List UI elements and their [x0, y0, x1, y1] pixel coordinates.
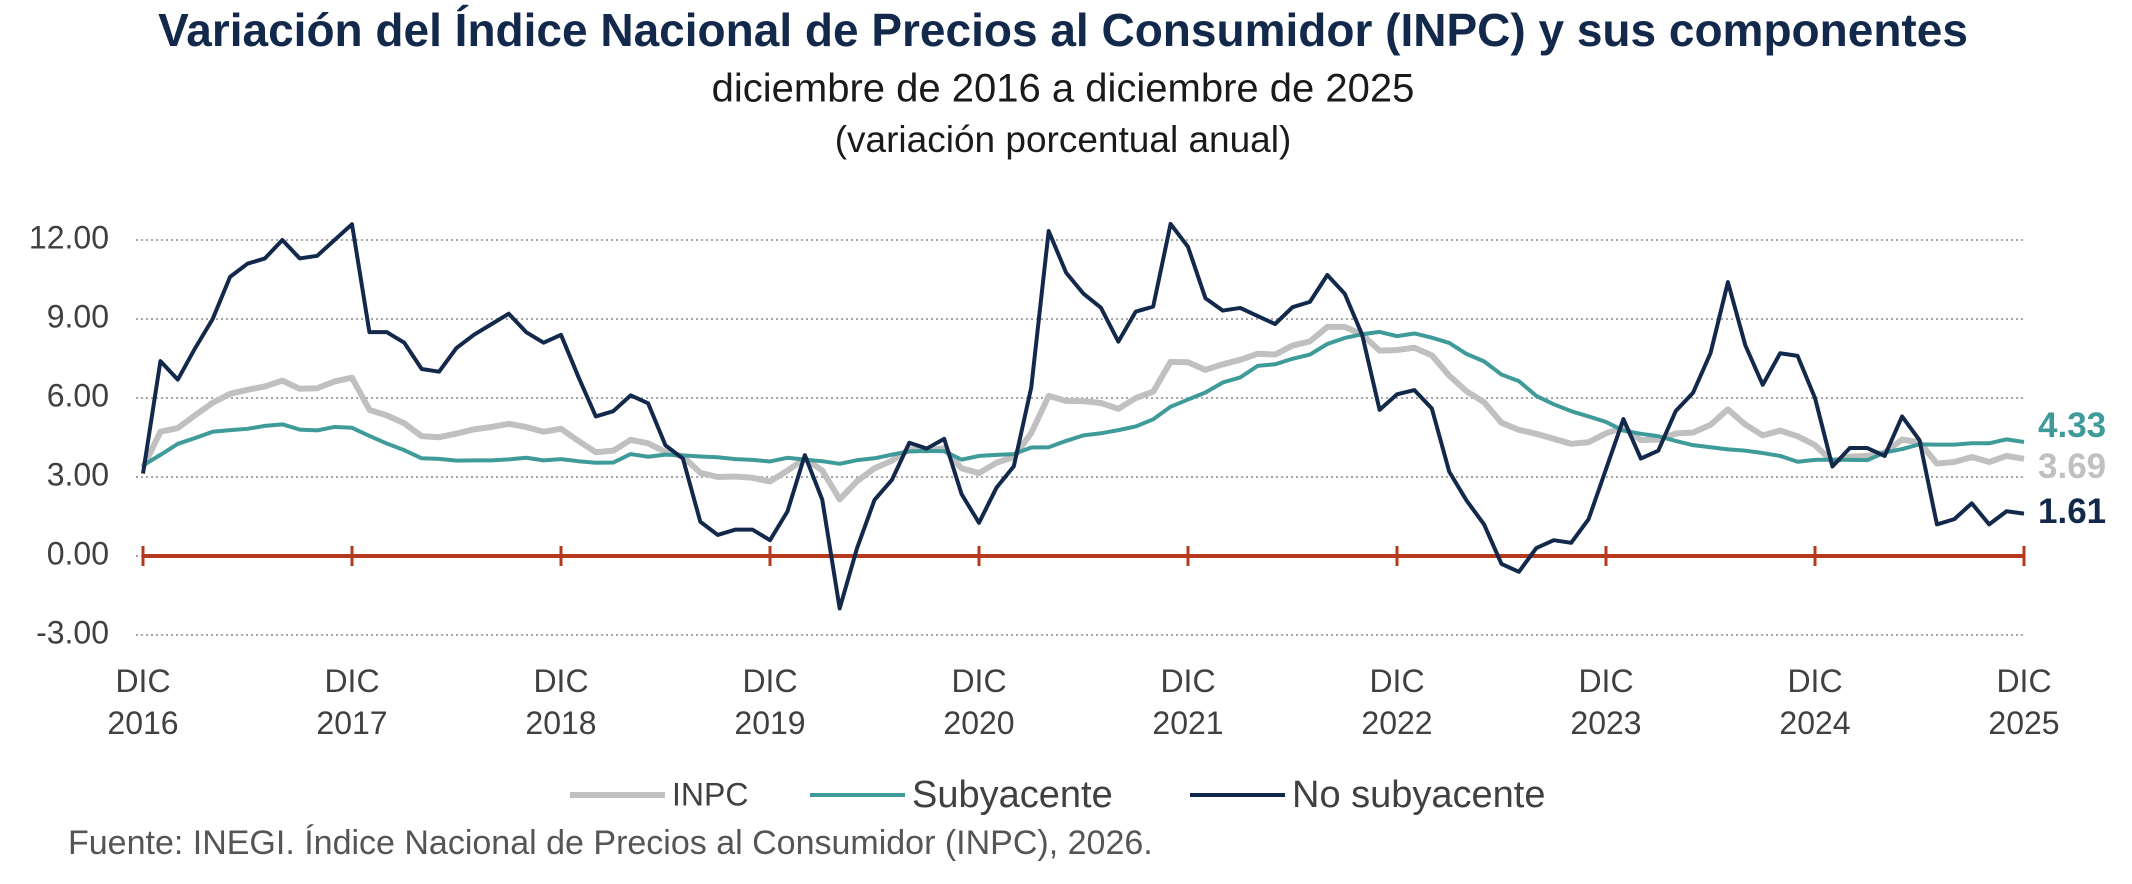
- x-tick-label: DIC 2024: [1779, 663, 1851, 741]
- x-tick-label: DIC 2022: [1361, 663, 1433, 741]
- legend-item: Subyacente: [810, 774, 1113, 816]
- y-tick-label: 0.00: [47, 535, 109, 571]
- y-tick-label: -3.00: [36, 614, 109, 650]
- chart-subtitle: diciembre de 2016 a diciembre de 2025: [712, 67, 1415, 111]
- series-line: [141, 329, 2025, 468]
- y-tick-label: 12.00: [29, 219, 109, 255]
- x-tick-label: DIC 2023: [1570, 663, 1642, 741]
- y-tick-label: 6.00: [47, 377, 109, 413]
- legend-item: No subyacente: [1190, 774, 1546, 816]
- source-note: Fuente: INEGI. Índice Nacional de Precio…: [68, 824, 1153, 862]
- legend-label: Subyacente: [912, 774, 1113, 816]
- x-tick-label: DIC 2016: [107, 663, 179, 741]
- legend-item: INPC: [570, 776, 748, 812]
- end-value-label: 1.61: [2038, 492, 2106, 531]
- x-tick-label: DIC 2019: [734, 663, 806, 741]
- chart-title: Variación del Índice Nacional de Precios…: [158, 4, 1968, 56]
- legend-label: No subyacente: [1292, 774, 1546, 816]
- legend-label: INPC: [672, 776, 748, 812]
- x-tick-label: DIC 2018: [525, 663, 597, 741]
- end-value-label: 4.33: [2038, 406, 2106, 445]
- x-tick-label: DIC 2017: [316, 663, 388, 741]
- unit-note: (variación porcentual anual): [835, 119, 1292, 160]
- x-tick-label: DIC 2025: [1988, 663, 2060, 741]
- series-line: [140, 323, 2025, 503]
- x-tick-label: DIC 2020: [943, 663, 1015, 741]
- y-tick-label: 3.00: [47, 456, 109, 492]
- end-value-label: 3.69: [2038, 447, 2106, 486]
- series-line: [141, 221, 2025, 611]
- x-tick-label: DIC 2021: [1152, 663, 1224, 741]
- y-tick-label: 9.00: [47, 298, 109, 334]
